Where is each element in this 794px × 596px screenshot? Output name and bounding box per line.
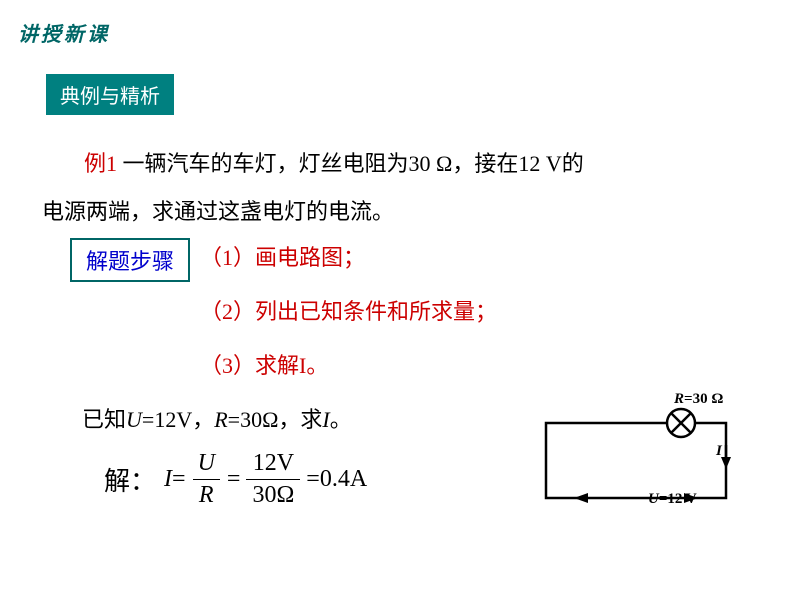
- circuit-diagram: R=30 Ω I U=12 V: [536, 395, 756, 535]
- given-text: 已知U=12V，R=30Ω，求I。: [82, 402, 352, 434]
- solution-label: 解：: [104, 461, 156, 498]
- example-label: 例1: [84, 151, 117, 176]
- section-tag: 典例与精析: [46, 74, 174, 115]
- problem-line1: 一辆汽车的车灯，灯丝电阻为30 Ω，接在12 V的: [117, 151, 584, 176]
- equation: I = U R = 12V 30Ω = 0.4A: [164, 450, 367, 509]
- solution-block: 解： I = U R = 12V 30Ω = 0.4A: [104, 450, 367, 509]
- circuit-r-label: R=30 Ω: [674, 391, 723, 408]
- page-header: 讲授新课: [18, 18, 110, 47]
- circuit-u-label: U=12 V: [648, 491, 697, 508]
- problem-line2: 电源两端，求通过这盏电灯的电流。: [42, 199, 394, 224]
- circuit-i-label: I: [716, 443, 722, 460]
- step-1: （1）画电路图；: [200, 240, 497, 272]
- fraction-1: U R: [192, 450, 221, 509]
- steps-box: 解题步骤: [70, 238, 190, 282]
- step-3: （3）求解I。: [200, 348, 497, 380]
- step-2: （2）列出已知条件和所求量；: [200, 294, 497, 326]
- fraction-2: 12V 30Ω: [246, 450, 300, 509]
- steps-list: （1）画电路图； （2）列出已知条件和所求量； （3）求解I。: [200, 240, 497, 402]
- problem-block: 例1 一辆汽车的车灯，灯丝电阻为30 Ω，接在12 V的 电源两端，求通过这盏电…: [42, 140, 752, 237]
